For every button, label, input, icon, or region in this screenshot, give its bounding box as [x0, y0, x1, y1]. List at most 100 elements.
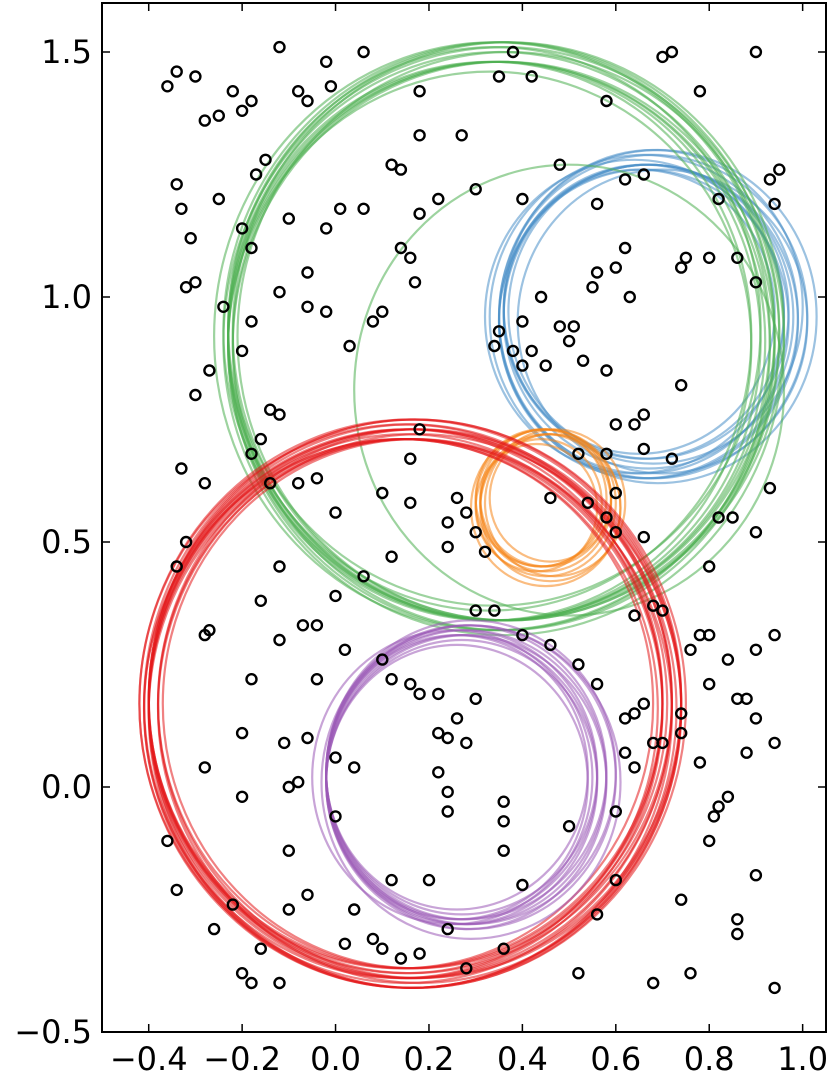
- data-point: [189, 388, 202, 402]
- data-point: [488, 339, 501, 353]
- data-point: [170, 883, 183, 897]
- data-point: [320, 305, 333, 318]
- data-point: [161, 834, 174, 848]
- circle-series-3: [138, 418, 687, 990]
- data-point: [357, 202, 370, 216]
- fitted-circle: [138, 418, 683, 990]
- data-point: [450, 491, 464, 505]
- data-point: [338, 937, 352, 950]
- data-point: [497, 844, 510, 857]
- data-point: [492, 70, 506, 83]
- data-point: [245, 673, 258, 686]
- data-point: [572, 447, 585, 460]
- data-point: [684, 967, 697, 980]
- fitted-circle: [507, 163, 790, 460]
- data-point: [749, 45, 763, 59]
- data-point: [763, 481, 777, 495]
- data-point: [768, 981, 781, 995]
- fitted-circle: [474, 428, 617, 578]
- data-point: [623, 290, 636, 304]
- data-point: [773, 163, 786, 176]
- data-point: [721, 790, 735, 803]
- data-point: [413, 947, 426, 960]
- data-point: [235, 104, 249, 118]
- data-point: [600, 364, 613, 377]
- data-point: [516, 192, 529, 206]
- data-point: [572, 967, 585, 980]
- data-point: [590, 197, 604, 211]
- data-point: [432, 726, 445, 740]
- data-point: [329, 506, 342, 519]
- data-point: [516, 628, 529, 642]
- data-point: [749, 526, 763, 539]
- data-point: [628, 707, 641, 720]
- data-point: [600, 447, 613, 460]
- data-point: [469, 182, 482, 196]
- data-point: [712, 192, 725, 206]
- data-point: [441, 540, 454, 554]
- data-point: [376, 653, 389, 666]
- data-point: [203, 364, 216, 377]
- x-tick-label: 0.2: [404, 1040, 455, 1078]
- data-point: [432, 766, 445, 779]
- data-point: [273, 976, 286, 990]
- data-point: [539, 359, 552, 372]
- data-point: [301, 266, 314, 279]
- data-point: [665, 452, 679, 465]
- data-point: [282, 212, 295, 225]
- x-tick-label: 0.8: [684, 1040, 735, 1078]
- data-point: [544, 638, 557, 652]
- data-point: [175, 462, 188, 475]
- data-point: [675, 261, 688, 274]
- data-point: [460, 962, 473, 975]
- data-point: [320, 55, 333, 68]
- x-tick-label: −0.4: [110, 1040, 188, 1078]
- data-point: [455, 129, 468, 142]
- data-point: [478, 545, 492, 558]
- data-point: [385, 550, 398, 563]
- data-points: [161, 40, 786, 995]
- data-point: [235, 726, 249, 740]
- data-point: [310, 619, 324, 632]
- data-point: [712, 511, 725, 524]
- data-point: [726, 511, 739, 524]
- data-point: [282, 903, 295, 916]
- data-point: [492, 325, 506, 338]
- data-point: [731, 251, 744, 264]
- data-point: [441, 922, 454, 936]
- data-point: [413, 687, 426, 701]
- x-tick-label: −0.2: [203, 1040, 281, 1078]
- data-point: [618, 173, 632, 186]
- plot-frame: [101, 2, 827, 1033]
- data-point: [170, 178, 183, 191]
- data-point: [731, 692, 744, 705]
- data-point: [189, 276, 202, 289]
- data-point: [254, 432, 267, 446]
- data-point: [506, 344, 520, 358]
- data-point: [394, 163, 408, 176]
- data-point: [637, 697, 650, 710]
- data-point: [184, 231, 197, 245]
- data-point: [198, 761, 212, 774]
- data-point: [609, 526, 622, 539]
- data-point: [525, 70, 538, 83]
- data-point: [189, 70, 202, 83]
- data-point: [366, 315, 380, 328]
- data-point: [576, 354, 590, 367]
- y-axis: −0.5 0.0 0.5 1.0 1.5: [14, 33, 826, 1051]
- data-point: [637, 168, 650, 181]
- data-point: [175, 202, 188, 216]
- data-point: [198, 477, 212, 490]
- data-point: [703, 677, 716, 691]
- data-point: [226, 898, 240, 911]
- fitted-circle: [161, 438, 669, 970]
- data-point: [525, 344, 538, 358]
- data-point: [273, 408, 286, 421]
- data-point: [301, 300, 314, 313]
- fitted-circle: [488, 433, 613, 563]
- data-point: [497, 815, 510, 828]
- data-point: [385, 158, 398, 171]
- data-point: [609, 418, 622, 431]
- data-point: [544, 491, 557, 505]
